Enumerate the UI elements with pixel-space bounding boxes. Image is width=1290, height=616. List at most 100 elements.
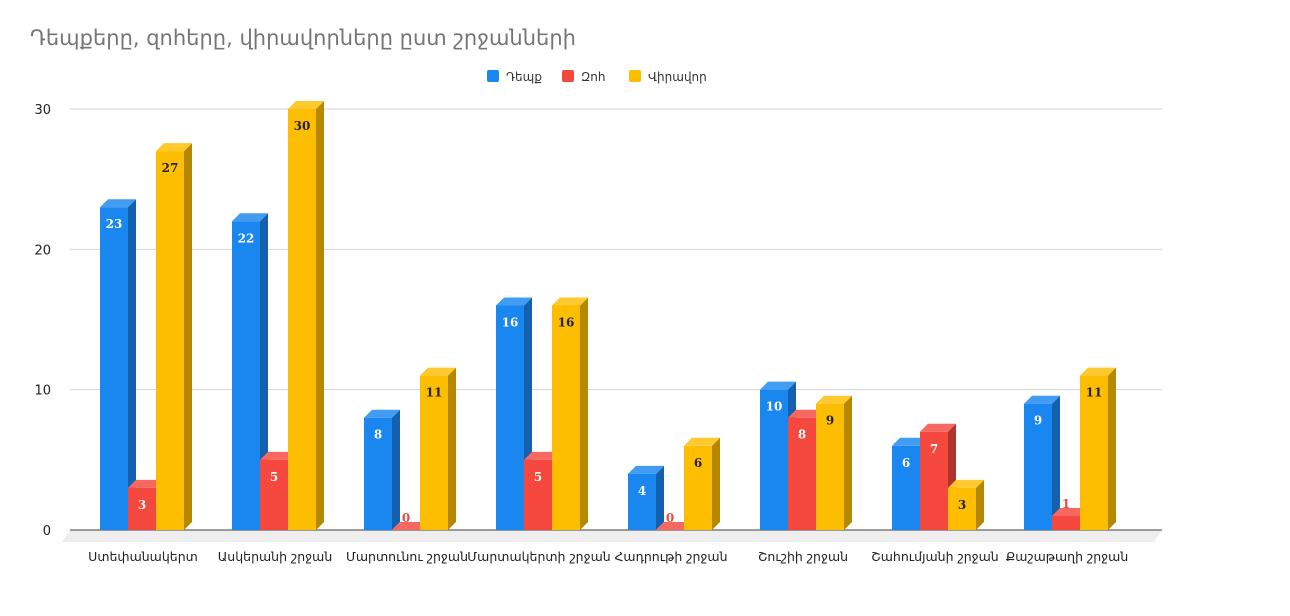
category-label: Շահումյանի շրջան: [871, 549, 998, 564]
bar: [552, 305, 580, 530]
bar-top: [496, 297, 532, 306]
category-label: Շուշիի շրջան: [758, 549, 848, 564]
bar-top: [684, 437, 720, 446]
bar-side: [844, 395, 852, 530]
y-tick-label: 30: [34, 103, 51, 118]
category-label: Ստեփանակերտ: [88, 549, 198, 564]
bar-side: [1052, 395, 1060, 530]
bar: [628, 473, 656, 530]
bar-side: [316, 101, 324, 530]
data-label: 6: [902, 456, 910, 470]
bar-side: [392, 409, 400, 530]
chart-title: Դեպքերը, զոհերը, վիրավորները ըստ շրջաննե…: [30, 26, 576, 50]
bar-side: [976, 479, 984, 530]
bar-side: [184, 143, 192, 530]
bar: [288, 109, 316, 530]
bar: [232, 221, 260, 530]
bar-top: [392, 522, 428, 530]
data-label: 22: [238, 231, 255, 245]
bar: [1080, 375, 1108, 530]
data-label: 9: [826, 414, 834, 428]
bar-top: [156, 143, 192, 152]
data-label: 0: [402, 511, 410, 525]
legend-swatch: [487, 70, 499, 82]
legend-label: Վիրավոր: [648, 70, 707, 84]
data-label: 16: [502, 315, 519, 329]
bar-top: [552, 297, 588, 306]
bar-top: [420, 367, 456, 376]
data-label: 7: [930, 442, 938, 456]
bar: [948, 487, 976, 530]
bar: [684, 445, 712, 530]
bar-top: [892, 437, 928, 446]
bar-top: [524, 451, 560, 460]
chart-floor: [62, 530, 1162, 542]
bar: [524, 459, 552, 530]
data-label: 5: [534, 470, 542, 484]
bar-top: [948, 479, 984, 488]
data-label: 8: [798, 428, 806, 442]
data-label: 6: [694, 456, 702, 470]
category-label: Մարտունու շրջան: [346, 549, 468, 564]
bar-top: [364, 409, 400, 418]
bar-side: [656, 465, 664, 530]
data-label: 3: [958, 498, 966, 512]
data-label: 10: [766, 400, 783, 414]
data-label: 16: [558, 315, 575, 329]
bar-top: [128, 479, 164, 488]
bar: [788, 417, 816, 530]
data-label: 5: [270, 470, 278, 484]
category-label: Քաշաթաղի շրջան: [1006, 549, 1129, 564]
bar: [760, 389, 788, 530]
bar-top: [1080, 367, 1116, 376]
bar-top: [100, 199, 136, 208]
data-label: 11: [426, 386, 443, 400]
bar: [364, 417, 392, 530]
data-label: 11: [1086, 386, 1103, 400]
bar-top: [1024, 395, 1060, 404]
data-label: 27: [162, 161, 179, 175]
bar-top: [656, 522, 692, 530]
bar-top: [232, 213, 268, 222]
bar-side: [1108, 367, 1116, 530]
data-label: 1: [1062, 497, 1070, 511]
bar-side: [448, 367, 456, 530]
y-tick-label: 0: [43, 524, 51, 539]
category-label: Մարտակերտի շրջան: [467, 549, 610, 564]
bar-top: [920, 423, 956, 432]
bar-side: [712, 437, 720, 530]
legend-swatch: [629, 70, 641, 82]
bar-top: [628, 465, 664, 474]
bar-top: [760, 381, 796, 390]
bar: [920, 431, 948, 530]
category-label: Հադրութի շրջան: [614, 549, 727, 564]
legend-swatch: [562, 70, 574, 82]
data-label: 8: [374, 428, 382, 442]
legend-label: Դեպք: [506, 70, 542, 84]
data-label: 4: [638, 484, 646, 498]
y-tick-label: 10: [34, 384, 51, 399]
bar: [496, 305, 524, 530]
bar: [420, 375, 448, 530]
category-label: Ասկերանի շրջան: [218, 549, 333, 564]
data-label: 9: [1034, 414, 1042, 428]
bar: [260, 459, 288, 530]
bar: [816, 403, 844, 530]
data-label: 23: [106, 217, 123, 231]
bar: [128, 487, 156, 530]
bar-top: [788, 409, 824, 418]
bar-top: [260, 451, 296, 460]
bar: [1024, 403, 1052, 530]
bar: [156, 151, 184, 530]
bar-side: [128, 199, 136, 530]
bar: [1052, 515, 1080, 530]
data-label: 0: [666, 511, 674, 525]
bar-top: [1052, 507, 1088, 516]
y-tick-label: 20: [34, 243, 51, 258]
bar: [892, 445, 920, 530]
bar: [100, 207, 128, 530]
bar-side: [260, 213, 268, 530]
data-label: 3: [138, 498, 146, 512]
legend-label: Զոհ: [581, 70, 605, 84]
